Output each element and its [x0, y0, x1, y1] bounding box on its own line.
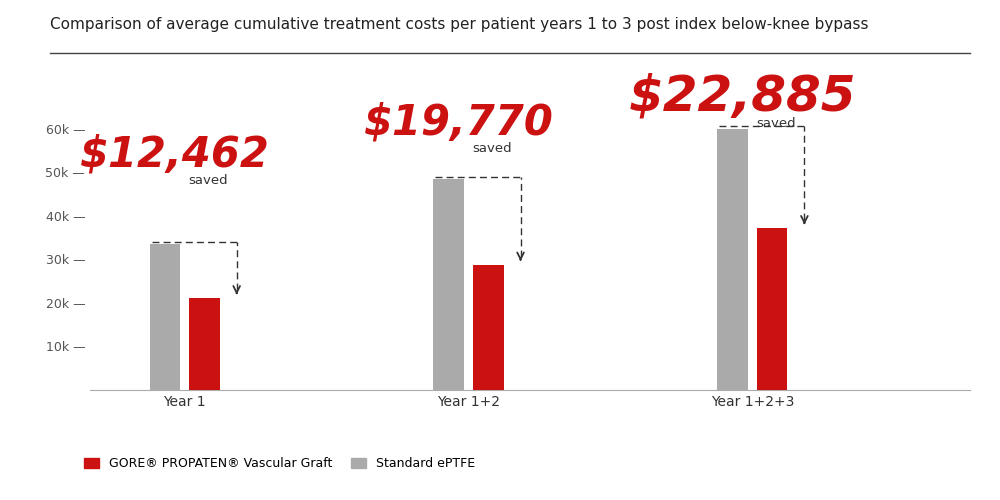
Text: saved: saved [472, 142, 512, 154]
Text: Comparison of average cumulative treatment costs per patient years 1 to 3 post i: Comparison of average cumulative treatme… [50, 18, 868, 32]
Text: saved: saved [188, 174, 228, 188]
Bar [189, 298, 220, 390]
Text: $12,462: $12,462 [80, 134, 270, 175]
Legend: GORE® PROPATEN® Vascular Graft, Standard ePTFE: GORE® PROPATEN® Vascular Graft, Standard… [79, 452, 480, 475]
Bar [433, 178, 464, 390]
Bar [717, 128, 748, 390]
Bar [150, 244, 180, 390]
Text: $22,885: $22,885 [629, 73, 857, 121]
Text: saved: saved [756, 116, 796, 130]
Bar [473, 265, 504, 390]
Text: $19,770: $19,770 [364, 101, 554, 143]
Bar [757, 228, 787, 390]
